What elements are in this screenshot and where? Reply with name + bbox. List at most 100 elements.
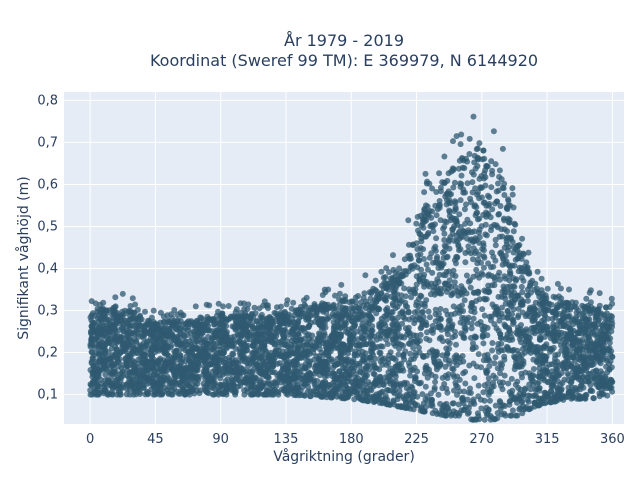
- data-point: [413, 220, 420, 227]
- data-point: [469, 179, 476, 186]
- data-point: [526, 346, 533, 352]
- data-point: [518, 268, 525, 275]
- data-point: [271, 334, 277, 340]
- data-point: [480, 264, 487, 271]
- data-point: [234, 321, 241, 328]
- data-point: [386, 332, 393, 339]
- data-point: [498, 340, 505, 347]
- data-point: [451, 279, 458, 286]
- data-point: [385, 356, 392, 363]
- data-point: [311, 381, 318, 388]
- data-point: [176, 339, 183, 345]
- data-point: [521, 328, 527, 335]
- data-point: [603, 322, 610, 329]
- data-point: [489, 347, 496, 354]
- data-point: [444, 389, 451, 396]
- data-point: [495, 293, 502, 300]
- data-point: [385, 401, 392, 407]
- data-point: [593, 331, 600, 338]
- data-point: [489, 171, 496, 178]
- data-point: [492, 242, 499, 249]
- data-point: [412, 290, 419, 297]
- data-point: [587, 382, 594, 388]
- data-point: [382, 395, 389, 402]
- data-point: [502, 336, 509, 343]
- data-point: [544, 285, 551, 292]
- data-point: [239, 355, 246, 362]
- data-point: [386, 269, 393, 276]
- data-point: [417, 379, 424, 386]
- data-point: [260, 371, 267, 378]
- data-point: [498, 176, 505, 183]
- data-point: [436, 324, 443, 331]
- data-point: [441, 153, 448, 160]
- data-point: [458, 330, 465, 337]
- data-point: [131, 323, 138, 330]
- data-point: [423, 261, 430, 268]
- data-point: [250, 376, 257, 383]
- data-point: [408, 294, 415, 301]
- data-point: [108, 340, 115, 347]
- data-point: [491, 360, 498, 367]
- data-point: [467, 237, 474, 244]
- data-point: [368, 387, 375, 394]
- data-point: [96, 359, 103, 366]
- data-point: [282, 352, 289, 359]
- data-point: [545, 304, 552, 311]
- data-point: [220, 350, 227, 356]
- data-point: [405, 217, 412, 224]
- data-point: [468, 325, 475, 332]
- data-point: [524, 297, 531, 304]
- data-point: [172, 353, 179, 360]
- data-point: [414, 393, 421, 400]
- data-point: [602, 373, 609, 380]
- data-point: [144, 391, 151, 398]
- data-point: [294, 385, 301, 392]
- data-point: [519, 235, 526, 242]
- data-point: [400, 342, 407, 349]
- data-point: [464, 180, 471, 187]
- data-point: [313, 307, 320, 314]
- data-point: [458, 172, 465, 179]
- data-point: [510, 320, 517, 327]
- data-point: [273, 382, 280, 389]
- data-point: [523, 268, 530, 275]
- data-point: [493, 325, 500, 332]
- data-point: [563, 354, 570, 361]
- data-point: [101, 349, 108, 356]
- data-point: [497, 203, 504, 209]
- data-point: [425, 266, 431, 273]
- data-point: [589, 330, 596, 337]
- data-point: [464, 396, 471, 403]
- data-point: [571, 374, 577, 381]
- data-point: [382, 274, 389, 281]
- data-point: [565, 313, 572, 320]
- data-point: [220, 303, 226, 310]
- data-point: [510, 306, 517, 313]
- data-point: [265, 305, 271, 312]
- data-point: [92, 366, 99, 373]
- data-point: [237, 382, 244, 389]
- data-point: [512, 381, 519, 388]
- data-point: [492, 200, 498, 207]
- data-point: [432, 407, 439, 414]
- data-point: [525, 249, 532, 256]
- data-point: [253, 318, 260, 325]
- data-point: [400, 351, 407, 358]
- data-point: [384, 341, 391, 347]
- data-point: [457, 307, 464, 314]
- data-point: [558, 370, 565, 376]
- data-point: [567, 379, 574, 386]
- data-point: [481, 199, 488, 206]
- data-point: [411, 320, 418, 327]
- data-point: [554, 280, 561, 287]
- data-point: [449, 365, 456, 372]
- data-point: [390, 252, 396, 259]
- data-point: [371, 398, 378, 404]
- data-point: [342, 386, 349, 393]
- data-point: [167, 378, 173, 385]
- data-point: [513, 276, 520, 283]
- data-point: [505, 311, 512, 318]
- data-point: [508, 334, 515, 341]
- data-point: [476, 229, 482, 236]
